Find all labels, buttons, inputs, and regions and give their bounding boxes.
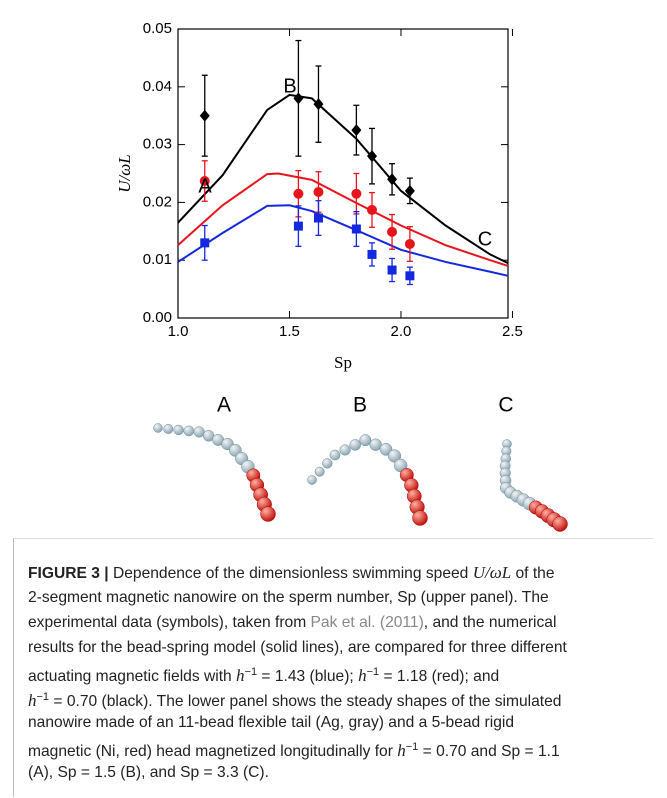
panel-label: A [217,394,231,417]
data-point [199,109,210,122]
model-curve [177,172,509,267]
bead [339,444,351,456]
caption-text: −1 [244,666,258,678]
caption-line: FIGURE 3 | Dependence of the dimensionle… [28,560,653,585]
data-point [404,239,415,250]
data-point [199,176,210,187]
caption-line: results for the bead-spring model (solid… [28,635,653,660]
caption-text: results for the bead-spring model (solid… [28,639,567,656]
caption-text: −1 [36,691,50,703]
bead [359,434,372,447]
caption-text: −1 [405,741,419,753]
caption-text: experimental data (symbols), taken from [28,614,311,631]
annotation: C [478,228,492,250]
bead [552,516,568,532]
data-point [366,150,377,163]
caption-text: h [236,666,245,685]
x-tick-label: 2.5 [502,323,523,340]
caption-text: magnetic (Ni, red) head magnetized longi… [28,743,398,760]
figure: 0.00 0.01 0.02 0.03 0.04 0.05 1.0 1.5 2.0 2.5 Sp U/… [115,20,568,532]
model-curve [177,93,509,264]
bead [173,424,184,436]
caption-text: −1 [366,666,380,678]
bead [369,438,382,451]
data-point [387,173,398,186]
data-point [293,92,304,105]
caption-text: h [358,666,367,685]
data-point [313,98,324,111]
data-point [387,265,397,275]
caption-text: (A), Sp = 1.5 (B), and Sp = 3.3 (C). [28,764,269,781]
bead [260,506,276,522]
model-curve [177,204,509,277]
x-tick-label: 1.5 [279,323,300,340]
bead [153,423,163,433]
x-tick-label: 1.0 [168,323,189,340]
data-point [313,186,324,197]
x-axis-label: Sp [334,353,352,372]
plot-frame [177,28,509,319]
x-tick-label: 2.0 [391,323,412,340]
y-tick-label: 0.01 [143,251,172,268]
data-point [200,238,210,248]
bead [349,439,361,451]
data-point [313,213,323,223]
caption: FIGURE 3 | Dependence of the dimensionle… [13,538,653,797]
bead [314,466,325,477]
caption-line: magnetic (Ni, red) head magnetized longi… [28,735,653,760]
bead [307,475,317,485]
caption-line: h−1 = 0.70 (black). The lower panel show… [28,685,653,710]
data-point [293,188,304,199]
data-point [351,188,362,199]
caption-text: = 1.43 (blue); [257,668,359,685]
annotation: B [283,75,296,97]
caption-text: = 0.70 and Sp = 1.1 [418,743,560,760]
panel-label: B [353,394,367,417]
data-point [367,249,377,259]
y-axis-label: U/ωL [115,154,134,192]
bead [329,449,341,461]
data-point [293,221,303,231]
bead [379,442,393,456]
y-tick-label: 0.04 [143,78,172,95]
citation-link[interactable]: Pak et al. (2011) [310,614,424,631]
caption-text: FIGURE 3 | [28,565,109,582]
data-point [387,226,398,237]
annotation: A [198,175,212,197]
y-tick-label: 0.02 [143,193,172,210]
caption-text: nanowire made of an 11-bead flexible tai… [28,714,515,731]
bead [322,458,333,469]
caption-text: = 0.70 (black). The lower panel shows th… [49,693,562,710]
y-tick-label: 0.03 [143,136,172,153]
caption-text: of the [511,565,555,582]
caption-line: (A), Sp = 1.5 (B), and Sp = 3.3 (C). [28,760,653,785]
caption-line: 2-segment magnetic nanowire on the sperm… [28,585,653,610]
y-tick-label: 0.05 [143,20,172,37]
data-point [405,271,415,281]
caption-text: h [397,741,406,760]
caption-text: , and the numerical [423,614,557,631]
bead [388,449,402,463]
data-point [404,184,415,197]
caption-line: actuating magnetic fields with h−1 = 1.4… [28,660,653,685]
caption-text: 2-segment magnetic nanowire on the sperm… [28,589,549,606]
data-point [351,224,361,234]
caption-line: experimental data (symbols), taken from … [28,610,653,635]
bead [412,510,428,526]
caption-text: = 1.18 (red); and [379,668,500,685]
data-point [351,124,362,137]
caption-text: U/ωL [472,563,512,582]
y-tick-label: 0.00 [143,309,172,326]
bead [183,425,195,437]
caption-text: Dependence of the dimensionless swimming… [108,565,473,582]
data-point [366,204,377,215]
panel-label: C [498,394,513,417]
caption-line: nanowire made of an 11-bead flexible tai… [28,710,653,735]
caption-text: actuating magnetic fields with [28,668,237,685]
bead [193,426,205,438]
bead [163,424,174,434]
caption-text: h [28,691,37,710]
